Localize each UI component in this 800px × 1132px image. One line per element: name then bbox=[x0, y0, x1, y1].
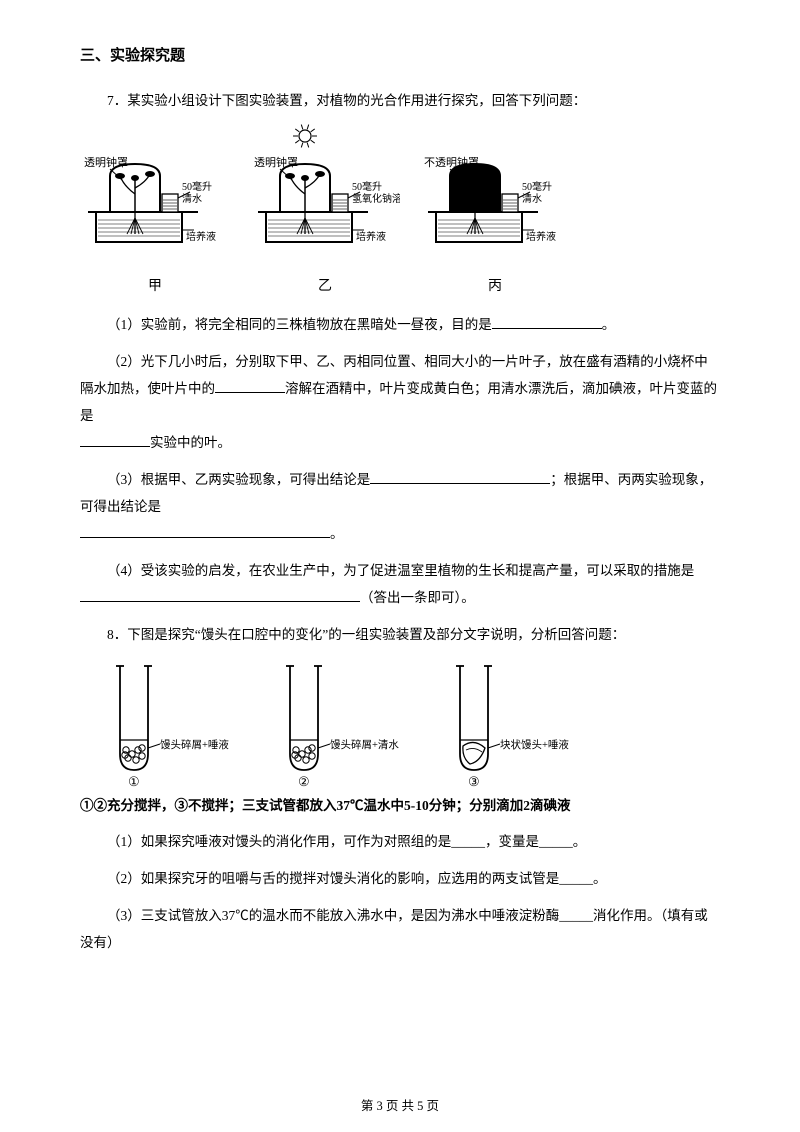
q7-p1-b: 。 bbox=[602, 317, 616, 332]
blank bbox=[80, 537, 330, 538]
q8-p1: （1）如果探究唾液对馒头的消化作用，可作为对照组的是_____，变量是_____… bbox=[80, 828, 720, 855]
svg-text:氢氧化钠溶液: 氢氧化钠溶液 bbox=[352, 192, 400, 205]
page-footer: 第 3 页 共 5 页 bbox=[0, 1095, 800, 1114]
q7-figures: 透明钟罩50毫升清水培养液 透明钟罩50毫升氢氧化钠溶液培养液 不透明钟罩50毫… bbox=[80, 124, 720, 269]
q8-p3: （3）三支试管放入37℃的温水而不能放入沸水中，是因为沸水中唾液淀粉酶_____… bbox=[80, 902, 720, 956]
q7-p3: （3）根据甲、乙两实验现象，可得出结论是；根据甲、丙两实验现象，可得出结论是 。 bbox=[80, 466, 720, 547]
q7-p4-b: （答出一条即可）。 bbox=[360, 590, 475, 605]
blank bbox=[492, 328, 602, 329]
q8-instr: ①②充分搅拌，③不搅拌；三支试管都放入37℃温水中5-10分钟；分别滴加2滴碘液 bbox=[80, 794, 720, 814]
q7-p1: （1）实验前，将完全相同的三株植物放在黑暗处一昼夜，目的是 。 bbox=[80, 311, 720, 338]
section-title: 三、实验探究题 bbox=[80, 44, 720, 65]
q7-p4: （4）受该实验的启发，在农业生产中，为了促进温室里植物的生长和提高产量，可以采取… bbox=[80, 557, 720, 611]
svg-text:50毫升: 50毫升 bbox=[522, 180, 552, 193]
svg-text:培养液: 培养液 bbox=[186, 230, 216, 243]
svg-text:块状馒头+唾液: 块状馒头+唾液 bbox=[500, 738, 569, 751]
svg-text:50毫升: 50毫升 bbox=[352, 180, 382, 193]
blank bbox=[80, 446, 150, 447]
q7-p1-a: （1）实验前，将完全相同的三株植物放在黑暗处一昼夜，目的是 bbox=[107, 317, 492, 332]
svg-text:透明钟罩: 透明钟罩 bbox=[254, 155, 298, 169]
blank bbox=[370, 483, 550, 484]
svg-text:②: ② bbox=[298, 774, 310, 788]
q7-p2-c: 实验中的叶。 bbox=[150, 435, 231, 450]
q7-p4-a: （4）受该实验的启发，在农业生产中，为了促进温室里植物的生长和提高产量，可以采取… bbox=[107, 563, 694, 578]
svg-text:培养液: 培养液 bbox=[526, 230, 556, 243]
q8-tube1: 馒头碎屑+唾液 ① bbox=[98, 658, 238, 788]
svg-text:①: ① bbox=[128, 774, 140, 788]
q7-p2: （2）光下几小时后，分别取下甲、乙、丙相同位置、相同大小的一片叶子，放在盛有酒精… bbox=[80, 348, 720, 456]
svg-text:50毫升: 50毫升 bbox=[182, 180, 212, 193]
svg-text:清水: 清水 bbox=[522, 192, 542, 205]
blank bbox=[80, 601, 360, 602]
svg-text:培养液: 培养液 bbox=[356, 230, 386, 243]
q7-p3-c: 。 bbox=[330, 526, 344, 541]
fig-label-a: 甲 bbox=[80, 275, 230, 295]
svg-text:馒头碎屑+唾液: 馒头碎屑+唾液 bbox=[160, 738, 229, 751]
q8-tube2: 馒头碎屑+清水 ② bbox=[268, 658, 408, 788]
q7-fig-a: 透明钟罩 50毫升清水培养液 bbox=[80, 124, 230, 269]
q8-figures: 馒头碎屑+唾液 ① 馒头碎屑+清水 ② 块状馒头+唾液 ③ bbox=[98, 658, 720, 788]
q8-tube3: 块状馒头+唾液 ③ bbox=[438, 658, 578, 788]
svg-text:清水: 清水 bbox=[182, 192, 202, 205]
q7-fig-labels: 甲 乙 丙 bbox=[80, 275, 720, 295]
q7-stem: 7．某实验小组设计下图实验装置，对植物的光合作用进行探究，回答下列问题： bbox=[80, 87, 720, 114]
fig-label-b: 乙 bbox=[250, 275, 400, 295]
q8-stem: 8．下图是探究“馒头在口腔中的变化”的一组实验装置及部分文字说明，分析回答问题： bbox=[80, 621, 720, 648]
svg-text:馒头碎屑+清水: 馒头碎屑+清水 bbox=[330, 738, 399, 751]
svg-text:③: ③ bbox=[468, 774, 480, 788]
svg-text:透明钟罩: 透明钟罩 bbox=[84, 155, 128, 169]
fig-label-c: 丙 bbox=[420, 275, 570, 295]
q8-p2: （2）如果探究牙的咀嚼与舌的搅拌对馒头消化的影响，应选用的两支试管是_____。 bbox=[80, 865, 720, 892]
blank bbox=[215, 392, 285, 393]
q7-fig-c: 不透明钟罩50毫升清水培养液 bbox=[420, 124, 570, 269]
q7-fig-b: 透明钟罩 50毫升氢氧化钠溶液培养液 bbox=[250, 124, 400, 269]
q7-p3-a: （3）根据甲、乙两实验现象，可得出结论是 bbox=[107, 472, 370, 487]
